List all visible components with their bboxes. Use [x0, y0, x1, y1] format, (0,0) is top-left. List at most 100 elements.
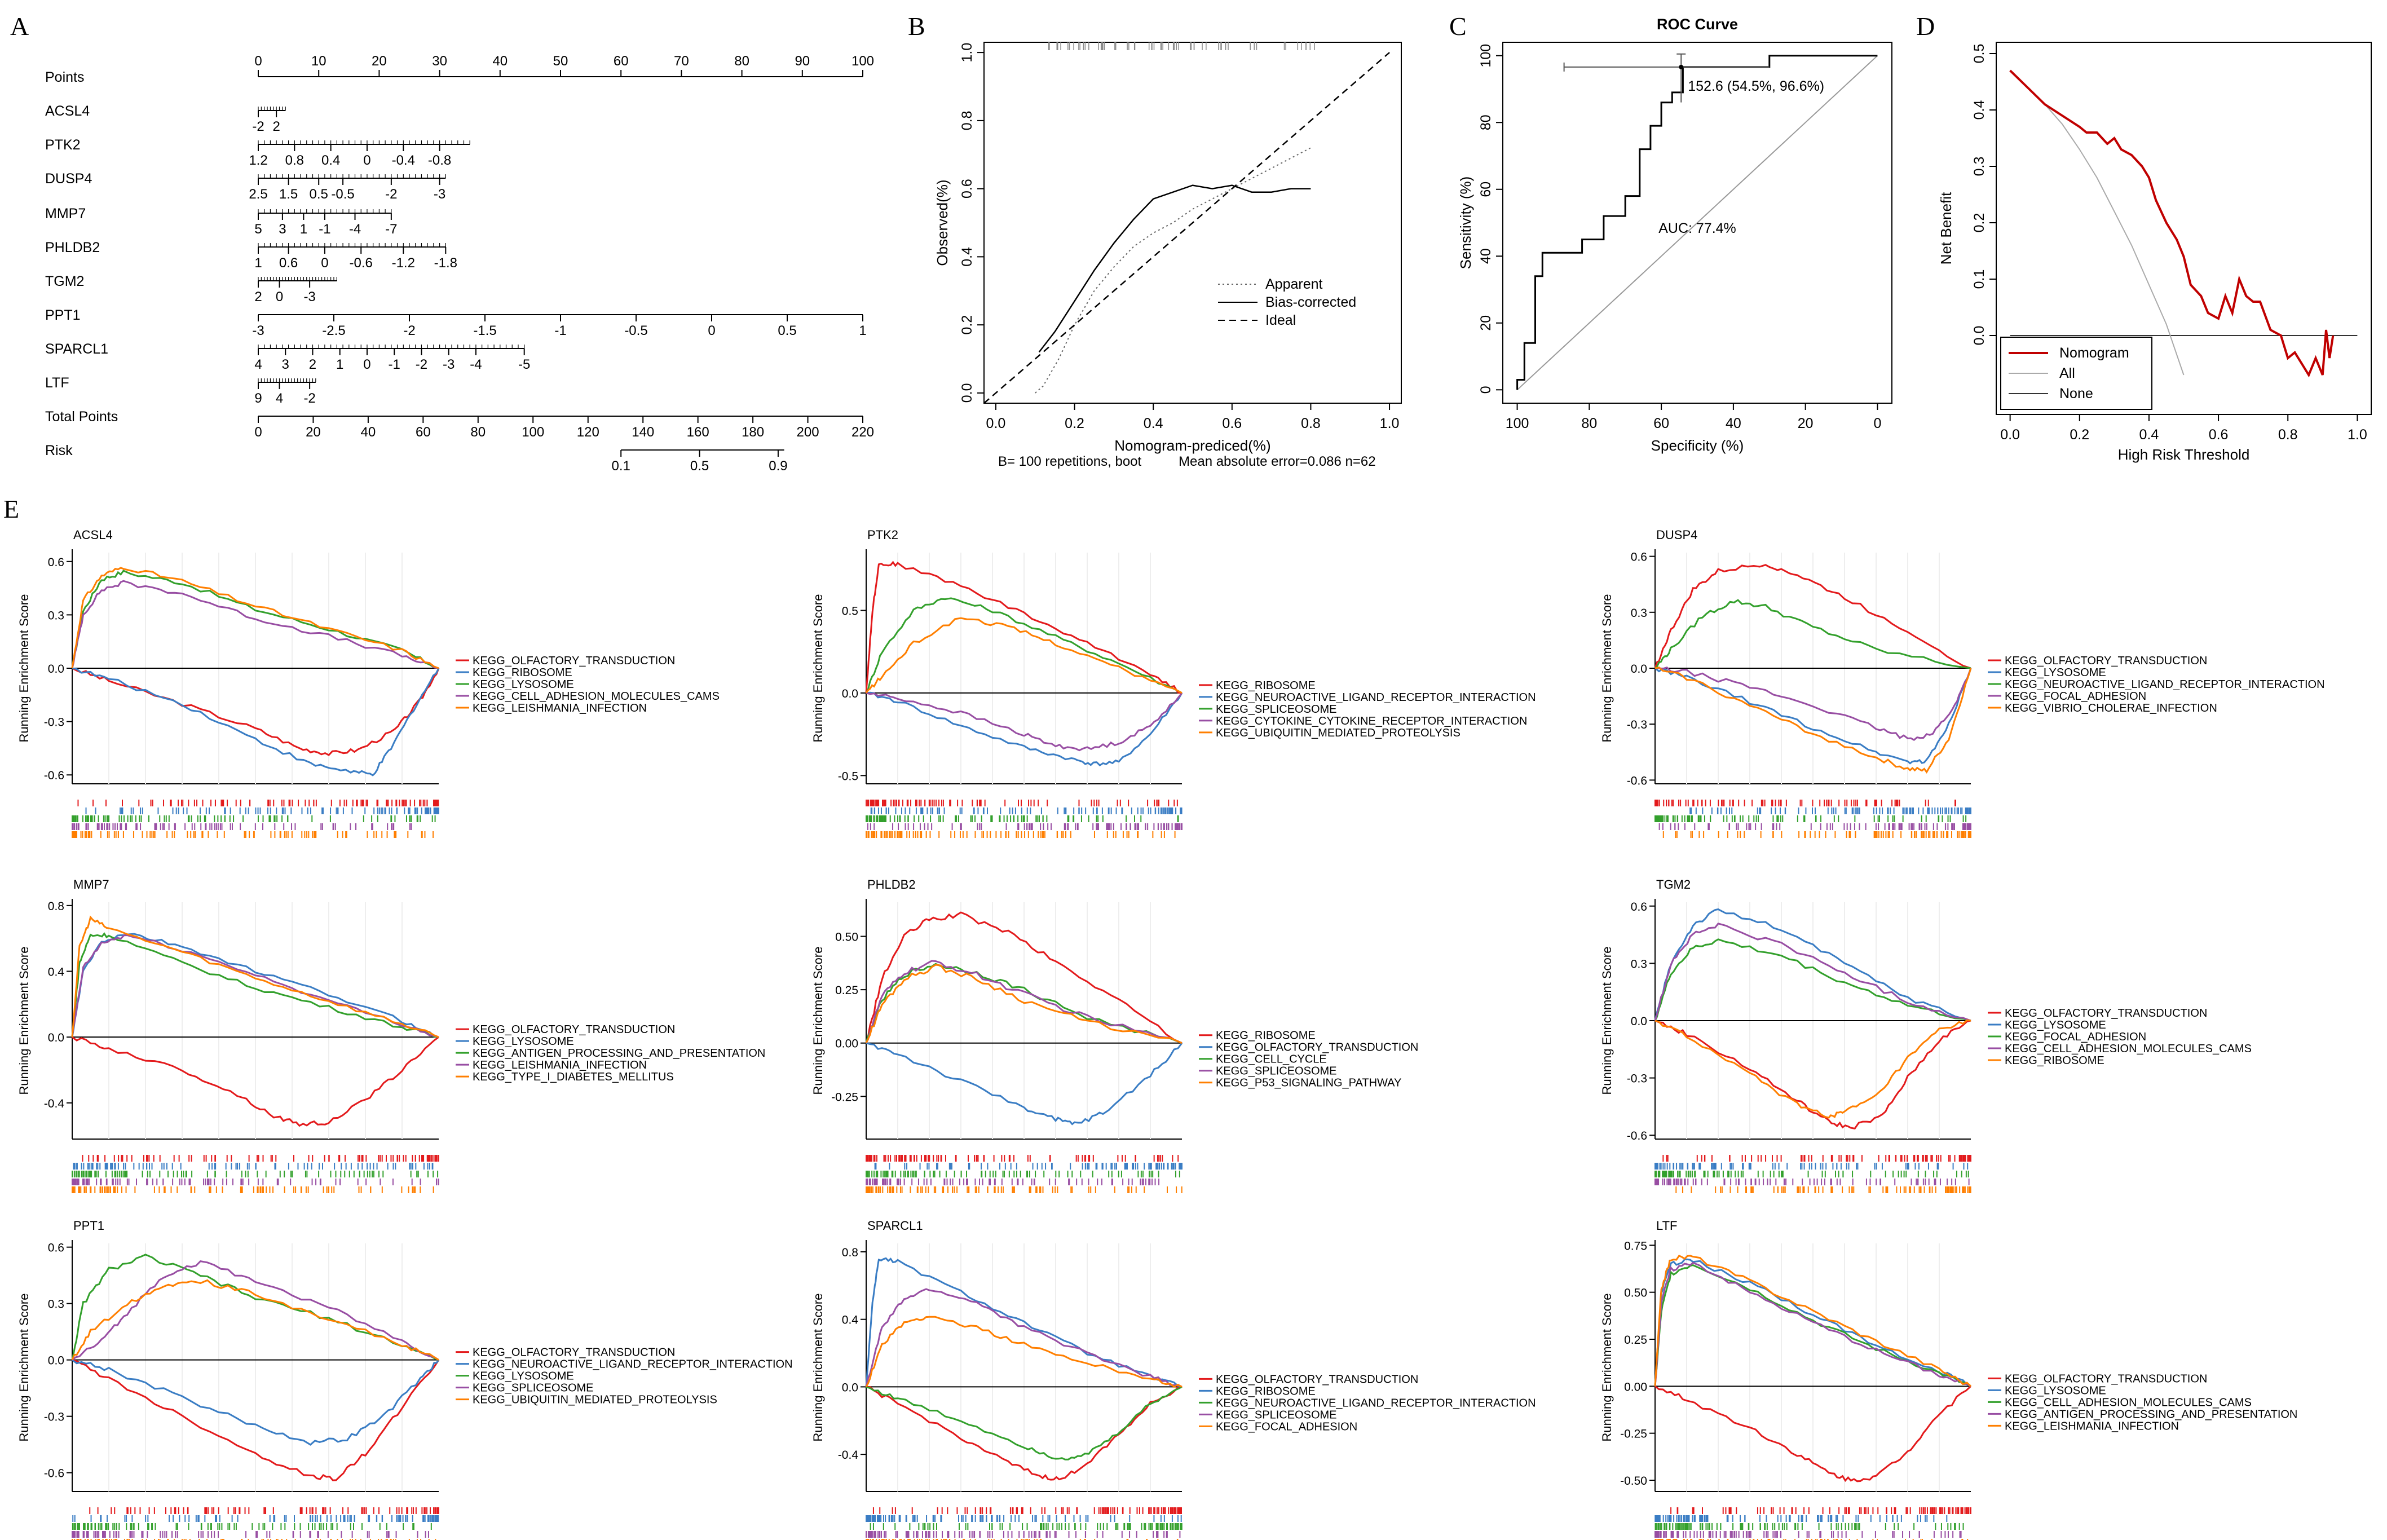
scale-tick-label-dusp4: 2.5 — [249, 187, 267, 202]
y-tick-label: 0.8 — [48, 900, 64, 913]
scale-tick-label-points: 30 — [432, 54, 447, 69]
y-tick-label: 0.0 — [48, 663, 64, 676]
panel-d-dca: 0.0 0.2 0.4 0.6 0.8 1.0 0.0 0.1 0.2 0.3 0.4 0.5 High… — [1938, 42, 2372, 463]
y-tick-label: 1.0 — [959, 43, 975, 63]
gsea-curve-kegg-spliceosome — [865, 1288, 1183, 1388]
scale-tick-label-total-points: 60 — [416, 425, 431, 440]
y-tick-label: -0.3 — [1627, 718, 1647, 731]
legend-label-kegg-cell-cycle: KEGG_CELL_CYCLE — [1216, 1053, 1327, 1066]
panel-b-calibration: 0.0 0.2 0.4 0.6 0.8 1.0 0.0 0.2 0.4 0.6 0.8 1.0 Nomo… — [934, 42, 1402, 469]
gsea-gene-title: LTF — [1656, 1219, 1677, 1233]
scale-tick-label-mmp7: 5 — [254, 222, 262, 237]
gsea-curve-kegg-type-i-diabetes-mellitus — [71, 915, 439, 1038]
y-tick-label: -0.3 — [1627, 1073, 1647, 1085]
legend-label-kegg-ribosome: KEGG_RIBOSOME — [1216, 1385, 1316, 1397]
scale-tick-label-sparcl1: -5 — [518, 357, 530, 372]
scale-label-risk: Risk — [45, 443, 73, 458]
scale-tick-label-ppt1: -2.5 — [322, 323, 345, 338]
gsea-curve-kegg-olfactory-transduction — [1654, 564, 1971, 669]
scale-tick-label-points: 70 — [674, 54, 689, 69]
scale-tick-label-mmp7: 1 — [300, 222, 307, 237]
scale-tick-label-ltf: 9 — [254, 391, 262, 406]
scale-tick-label-dusp4: 0.5 — [310, 187, 328, 202]
x-tick-label: 0 — [1873, 416, 1881, 431]
y-axis-label: Running Enrichment Score — [1600, 1294, 1614, 1442]
scale-tick-label-ltf: 4 — [276, 391, 283, 406]
gsea-gene-title: MMP7 — [73, 877, 109, 892]
y-tick-label: 0.25 — [1624, 1334, 1647, 1347]
scale-tick-label-ppt1: -0.5 — [624, 323, 647, 338]
legend-label-kegg-spliceosome: KEGG_SPLICEOSOME — [1216, 1409, 1337, 1421]
gsea-curve-kegg-leishmania-infection — [71, 567, 439, 669]
scale-tick-label-phldb2: -0.6 — [350, 255, 373, 271]
scale-tick-label-total-points: 220 — [851, 425, 874, 440]
gsea-curve-kegg-lysosome — [71, 933, 439, 1038]
legend-label-kegg-lysosome: KEGG_LYSOSOME — [473, 1370, 574, 1383]
x-tick-label: 0.0 — [2000, 427, 2020, 443]
legend-label-kegg-ribosome: KEGG_RIBOSOME — [1216, 679, 1316, 692]
legend-label-kegg-cell-adhesion-molecules-cams: KEGG_CELL_ADHESION_MOLECULES_CAMS — [2005, 1043, 2252, 1055]
gsea-plot-ppt1: PPT1 0.6 0.3 0.0 -0.3 -0.6 Running Enrichment … — [17, 1219, 793, 1540]
panel-label-b: B — [908, 12, 925, 41]
scale-tick-label-phldb2: -1.2 — [392, 255, 415, 271]
scale-tick-label-risk: 0.9 — [769, 458, 787, 474]
y-axis-label: Running Enrichment Score — [811, 1294, 825, 1442]
legend-label-none: None — [2059, 386, 2093, 401]
y-axis-label: Running Enrichment Score — [811, 594, 825, 743]
scale-label-points: Points — [45, 69, 84, 85]
legend-label-kegg-spliceosome: KEGG_SPLICEOSOME — [1216, 1065, 1337, 1078]
gsea-curve-kegg-p53-signaling-pathway — [865, 964, 1183, 1044]
roc-curve — [1516, 55, 1878, 390]
scale-tick-label-ptk2: 0.8 — [285, 153, 304, 168]
legend-label-kegg-olfactory-transduction: KEGG_OLFACTORY_TRANSDUCTION — [2005, 655, 2207, 667]
legend-label-kegg-ribosome: KEGG_RIBOSOME — [473, 667, 572, 679]
gsea-plot-ptk2: PTK2 0.5 0.0 -0.5 Running Enrichment Score KE… — [811, 528, 1536, 838]
gsea-curve-kegg-neuroactive-ligand-receptor-interaction — [866, 691, 1183, 767]
gsea-curve-kegg-cytokine-cytokine-receptor-interaction — [866, 692, 1183, 752]
series-line-nomogram — [2009, 69, 2335, 378]
y-tick-label: 0.3 — [1631, 957, 1647, 970]
scale-label-mmp7: MMP7 — [45, 206, 86, 222]
panel-label-a: A — [10, 12, 29, 41]
gsea-curve-kegg-olfactory-transduction — [866, 1042, 1183, 1126]
legend-label-kegg-ubiquitin-mediated-proteolysis: KEGG_UBIQUITIN_MEDIATED_PROTEOLYSIS — [1216, 727, 1461, 739]
scale-label-dusp4: DUSP4 — [45, 171, 92, 187]
scale-tick-label-ppt1: -2 — [403, 323, 415, 338]
x-tick-label: 0.8 — [2278, 427, 2298, 443]
scale-tick-label-ptk2: -0.8 — [428, 153, 451, 168]
scale-label-ltf: LTF — [45, 375, 69, 391]
x-tick-label: 0.4 — [1144, 416, 1163, 431]
gsea-curve-kegg-focal-adhesion — [1654, 667, 1972, 742]
legend-label-kegg-spliceosome: KEGG_SPLICEOSOME — [1216, 703, 1337, 716]
scale-tick-label-sparcl1: -3 — [443, 357, 455, 372]
legend-label-kegg-cell-adhesion-molecules-cams: KEGG_CELL_ADHESION_MOLECULES_CAMS — [2005, 1396, 2252, 1409]
scale-tick-label-total-points: 180 — [742, 425, 764, 440]
y-axis-label: Observed(%) — [934, 179, 951, 266]
legend-label-kegg-olfactory-transduction: KEGG_OLFACTORY_TRANSDUCTION — [473, 1023, 675, 1036]
x-tick-label: 100 — [1506, 416, 1529, 431]
scale-tick-label-dusp4: -3 — [434, 187, 445, 202]
legend-label-kegg-ribosome: KEGG_RIBOSOME — [2005, 1054, 2104, 1067]
y-tick-label: 0.6 — [1631, 551, 1647, 564]
scale-tick-label-points: 40 — [492, 54, 508, 69]
scale-label-ppt1: PPT1 — [45, 307, 81, 323]
scale-tick-label-phldb2: 0.6 — [279, 255, 298, 271]
legend-label-bias-corrected: Bias-corrected — [1265, 294, 1356, 310]
x-tick-label: 60 — [1653, 416, 1669, 431]
legend-label-nomogram: Nomogram — [2059, 345, 2129, 361]
series-line-apparent — [1035, 147, 1311, 394]
scale-label-acsl4: ACSL4 — [45, 103, 90, 119]
scale-tick-label-total-points: 20 — [306, 425, 321, 440]
gsea-plot-mmp7: MMP7 0.8 0.4 0.0 -0.4 Running Enrichment Scor… — [17, 877, 765, 1193]
y-tick-label: 0.6 — [48, 1242, 64, 1255]
y-tick-label: 0.5 — [1971, 44, 1987, 64]
y-tick-label: 0.00 — [1624, 1380, 1647, 1393]
legend-label-kegg-leishmania-infection: KEGG_LEISHMANIA_INFECTION — [473, 1059, 647, 1071]
y-tick-label: 100 — [1478, 44, 1494, 68]
scale-tick-label-ppt1: 0.5 — [778, 323, 796, 338]
gsea-plot-acsl4: ACSL4 0.6 0.3 0.0 -0.3 -0.6 Running Enrichment… — [17, 528, 720, 838]
roc-plot-frame — [1502, 42, 1892, 404]
y-axis-label: Net Benefit — [1938, 192, 1954, 264]
x-tick-label: 40 — [1726, 416, 1741, 431]
